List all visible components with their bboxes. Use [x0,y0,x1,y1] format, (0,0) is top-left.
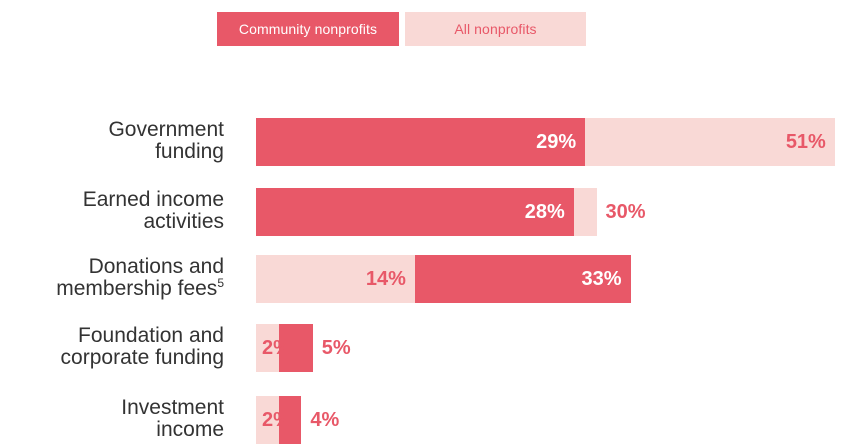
bar-community-nonprofits [256,188,574,236]
category-label: Donations and membership fees5 [56,255,224,300]
bar-all-nonprofits [256,396,279,444]
value-label-community: 33% [581,268,622,290]
bar-all-nonprofits [256,255,415,303]
bar-community-nonprofits [256,118,586,166]
value-label-community: 28% [524,201,565,223]
value-label-community: 4% [310,409,340,431]
value-label-all: 30% [605,201,646,223]
bar-all-nonprofits [256,324,279,372]
category-label: Government funding [108,118,224,163]
category-label: Earned income activities [82,188,224,233]
legend-community-nonprofits: Community nonprofits [217,12,399,46]
category-label: Foundation and corporate funding [60,324,224,369]
value-label-community: 5% [321,337,351,359]
legend-all-nonprofits: All nonprofits [405,12,586,46]
legend-community-label: Community nonprofits [238,21,378,37]
value-label-all: 2% [262,409,291,431]
value-label-all: 51% [785,131,826,153]
value-label-all: 2% [262,337,291,359]
footnote-marker: 5 [217,276,224,290]
value-label-community: 29% [536,131,577,153]
category-label: Investment income [121,396,224,441]
legend-all-label: All nonprofits [454,21,537,37]
value-label-all: 14% [365,268,406,290]
